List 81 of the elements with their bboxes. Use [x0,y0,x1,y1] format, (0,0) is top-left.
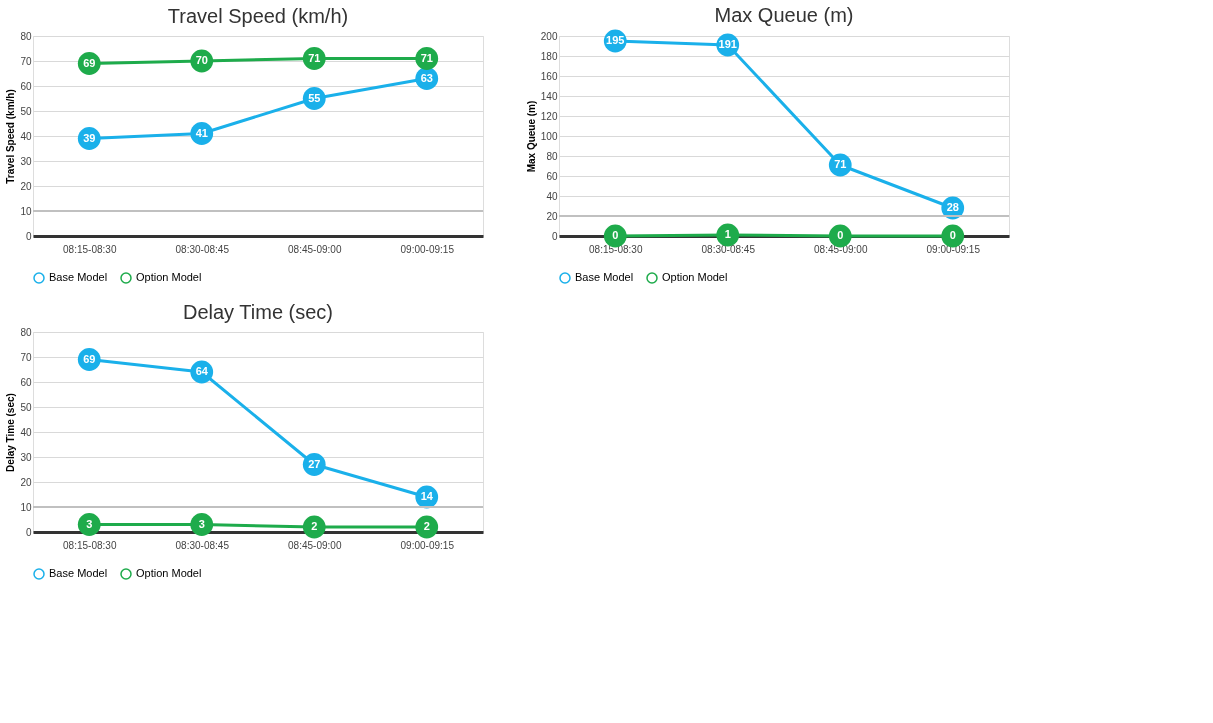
y-tick-label: 20 [20,180,32,192]
x-tick-label: 09:00-09:15 [926,243,981,255]
data-label: 0 [949,229,956,241]
y-tick-label: 60 [20,376,32,388]
legend-label: Base Model [49,567,108,579]
y-tick-label: 40 [546,190,558,202]
data-label: 3 [198,517,205,530]
y-tick-label: 50 [20,105,32,117]
data-label: 69 [83,56,96,69]
x-tick-label: 08:45-09:00 [814,243,868,255]
y-tick-label: 0 [25,230,32,242]
x-tick-label: 08:15-08:30 [63,243,117,255]
y-tick-label: 160 [540,70,558,82]
y-tick-label: 20 [546,210,558,222]
chart-title: Travel Speed (km/h) [167,5,349,27]
point [302,515,326,539]
x-tick-label: 08:30-08:45 [175,243,230,255]
data-label: 70 [195,54,208,66]
data-label: 63 [420,71,433,84]
y-axis-title: Max Queue (m) [525,100,537,173]
y-axis-title: Travel Speed (km/h) [5,89,17,184]
data-label: 195 [606,34,625,46]
data-label: 71 [834,158,847,170]
y-tick-label: 80 [20,326,32,338]
data-label: 0 [612,229,619,241]
y-tick-label: 200 [540,30,558,42]
y-tick-label: 20 [20,476,32,488]
y-tick-label: 0 [551,230,558,242]
legend-label: Base Model [575,271,634,283]
y-axis-title: Delay Time (sec) [5,393,17,472]
data-label: 0 [837,229,844,241]
x-tick-label: 08:45-09:00 [288,539,342,551]
data-label: 64 [195,365,209,377]
y-tick-label: 80 [546,150,558,162]
y-tick-label: 140 [540,90,558,102]
data-label: 71 [420,51,433,64]
legend-label: Option Model [136,567,202,579]
legend-label: Base Model [49,271,108,283]
y-tick-label: 120 [540,110,558,122]
data-label: 55 [308,91,321,104]
x-tick-label: 08:45-09:00 [288,243,342,255]
data-label: 1 [724,228,731,240]
data-label: 191 [718,38,737,50]
y-tick-label: 10 [20,501,32,513]
y-tick-label: 0 [25,526,32,538]
data-label: 69 [83,352,96,365]
y-tick-label: 40 [20,130,32,142]
legend-label: Option Model [662,271,728,283]
data-label: 2 [423,520,430,532]
y-tick-label: 100 [540,130,558,142]
data-label: 71 [308,51,321,64]
data-label: 39 [83,131,96,144]
chart-title: Delay Time (sec) [182,301,334,323]
chart-title: Max Queue (m) [714,3,854,26]
y-tick-label: 50 [20,401,32,413]
y-tick-label: 30 [20,155,32,167]
y-tick-label: 80 [20,30,32,42]
y-tick-label: 60 [546,170,558,182]
y-tick-label: 40 [20,426,32,438]
x-tick-label: 08:30-08:45 [175,539,230,551]
data-label: 27 [308,457,321,470]
data-label: 2 [311,520,318,532]
point [415,515,439,539]
x-tick-label: 08:30-08:45 [701,243,756,255]
y-tick-label: 70 [20,55,32,67]
point [190,513,214,536]
data-label: 28 [946,201,959,213]
x-tick-label: 08:15-08:30 [63,539,117,551]
y-tick-label: 180 [540,50,558,62]
y-tick-label: 10 [20,205,32,217]
y-tick-label: 30 [20,451,32,463]
point [77,513,101,536]
data-label: 41 [195,126,208,139]
data-label: 3 [86,517,93,530]
data-label: 14 [420,490,434,502]
x-tick-label: 08:15-08:30 [589,243,643,255]
legend-label: Option Model [136,271,202,283]
y-tick-label: 70 [20,351,32,363]
y-tick-label: 60 [20,80,32,92]
x-tick-label: 09:00-09:15 [400,539,455,551]
x-tick-label: 09:00-09:15 [400,243,455,255]
